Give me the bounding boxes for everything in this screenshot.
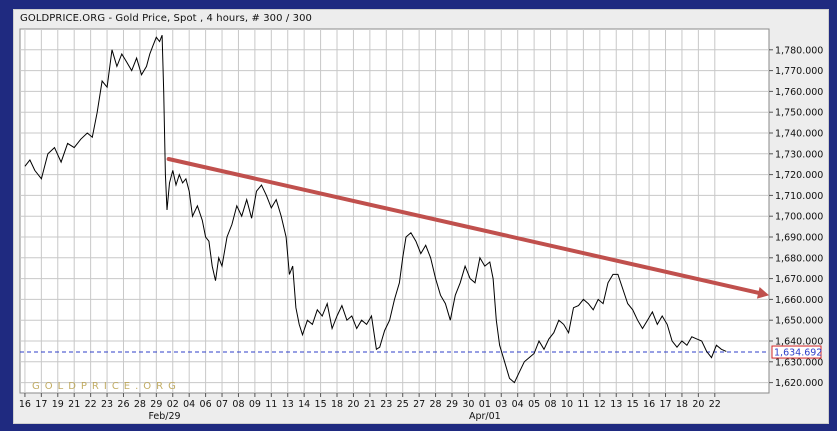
x-tick-label: 02 xyxy=(167,399,179,410)
x-tick-label: 20 xyxy=(347,399,359,410)
y-tick-label: 1,720.000 xyxy=(775,170,823,181)
y-tick-label: 1,760.000 xyxy=(775,87,823,98)
x-tick-label: 17 xyxy=(659,399,671,410)
x-tick-label: 21 xyxy=(364,399,376,410)
y-tick-label: 1,780.000 xyxy=(775,45,823,56)
x-tick-label: 18 xyxy=(331,399,343,410)
y-tick-label: 1,670.000 xyxy=(775,274,823,285)
x-month-label: Apr/01 xyxy=(469,411,501,422)
y-tick-label: 1,680.000 xyxy=(775,253,823,264)
x-tick-label: 23 xyxy=(380,399,392,410)
x-tick-label: 04 xyxy=(512,399,524,410)
x-tick-label: 28 xyxy=(430,399,442,410)
x-tick-label: 30 xyxy=(462,399,474,410)
spot-price-label: 1,634.692 xyxy=(774,348,822,359)
spot-price-box xyxy=(771,345,822,359)
y-tick-label: 1,630.000 xyxy=(775,357,823,368)
x-tick-label: 11 xyxy=(577,399,589,410)
y-tick-label: 1,620.000 xyxy=(775,378,823,389)
chart-title: GOLDPRICE.ORG - Gold Price, Spot , 4 hou… xyxy=(20,13,312,24)
x-tick-label: 29 xyxy=(446,399,458,410)
x-tick-label: 01 xyxy=(479,399,491,410)
x-tick-label: 26 xyxy=(117,399,129,410)
trendline xyxy=(166,157,761,295)
x-tick-label: 08 xyxy=(544,399,556,410)
y-tick-label: 1,750.000 xyxy=(775,108,823,119)
x-tick-label: 13 xyxy=(610,399,622,410)
price-series-line xyxy=(24,35,727,384)
x-tick-label: 16 xyxy=(643,399,655,410)
x-tick-label: 22 xyxy=(85,399,97,410)
y-tick-label: 1,730.000 xyxy=(775,149,823,160)
y-tick-label: 1,700.000 xyxy=(775,212,823,223)
x-tick-label: 23 xyxy=(101,399,113,410)
x-tick-label: 15 xyxy=(315,399,327,410)
trendline-arrowhead xyxy=(756,286,769,299)
x-tick-label: 16 xyxy=(19,399,31,410)
x-tick-label: 21 xyxy=(68,399,80,410)
x-tick-label: 07 xyxy=(216,399,228,410)
y-tick-label: 1,740.000 xyxy=(775,129,823,140)
y-tick-label: 1,660.000 xyxy=(775,295,823,306)
x-tick-label: 29 xyxy=(150,399,162,410)
x-tick-label: 22 xyxy=(709,399,721,410)
x-tick-label: 06 xyxy=(200,399,212,410)
x-tick-label: 05 xyxy=(528,399,540,410)
watermark: GOLDPRICE.ORG xyxy=(32,381,181,392)
x-tick-label: 18 xyxy=(676,399,688,410)
y-tick-label: 1,650.000 xyxy=(775,316,823,327)
x-month-label: Feb/29 xyxy=(148,411,180,422)
x-tick-label: 04 xyxy=(183,399,195,410)
x-tick-label: 19 xyxy=(52,399,64,410)
x-tick-label: 08 xyxy=(232,399,244,410)
x-tick-label: 17 xyxy=(35,399,47,410)
y-tick-label: 1,640.000 xyxy=(775,337,823,348)
x-tick-label: 13 xyxy=(282,399,294,410)
x-tick-label: 10 xyxy=(561,399,573,410)
x-tick-label: 25 xyxy=(397,399,409,410)
x-tick-label: 28 xyxy=(134,399,146,410)
x-tick-label: 03 xyxy=(495,399,507,410)
x-tick-label: 09 xyxy=(249,399,261,410)
x-tick-label: 27 xyxy=(413,399,425,410)
x-tick-label: 11 xyxy=(265,399,277,410)
y-tick-label: 1,690.000 xyxy=(775,233,823,244)
x-tick-label: 14 xyxy=(298,399,310,410)
x-tick-label: 20 xyxy=(692,399,704,410)
x-tick-label: 12 xyxy=(594,399,606,410)
x-tick-label: 15 xyxy=(627,399,639,410)
y-tick-label: 1,710.000 xyxy=(775,191,823,202)
y-tick-label: 1,770.000 xyxy=(775,66,823,77)
